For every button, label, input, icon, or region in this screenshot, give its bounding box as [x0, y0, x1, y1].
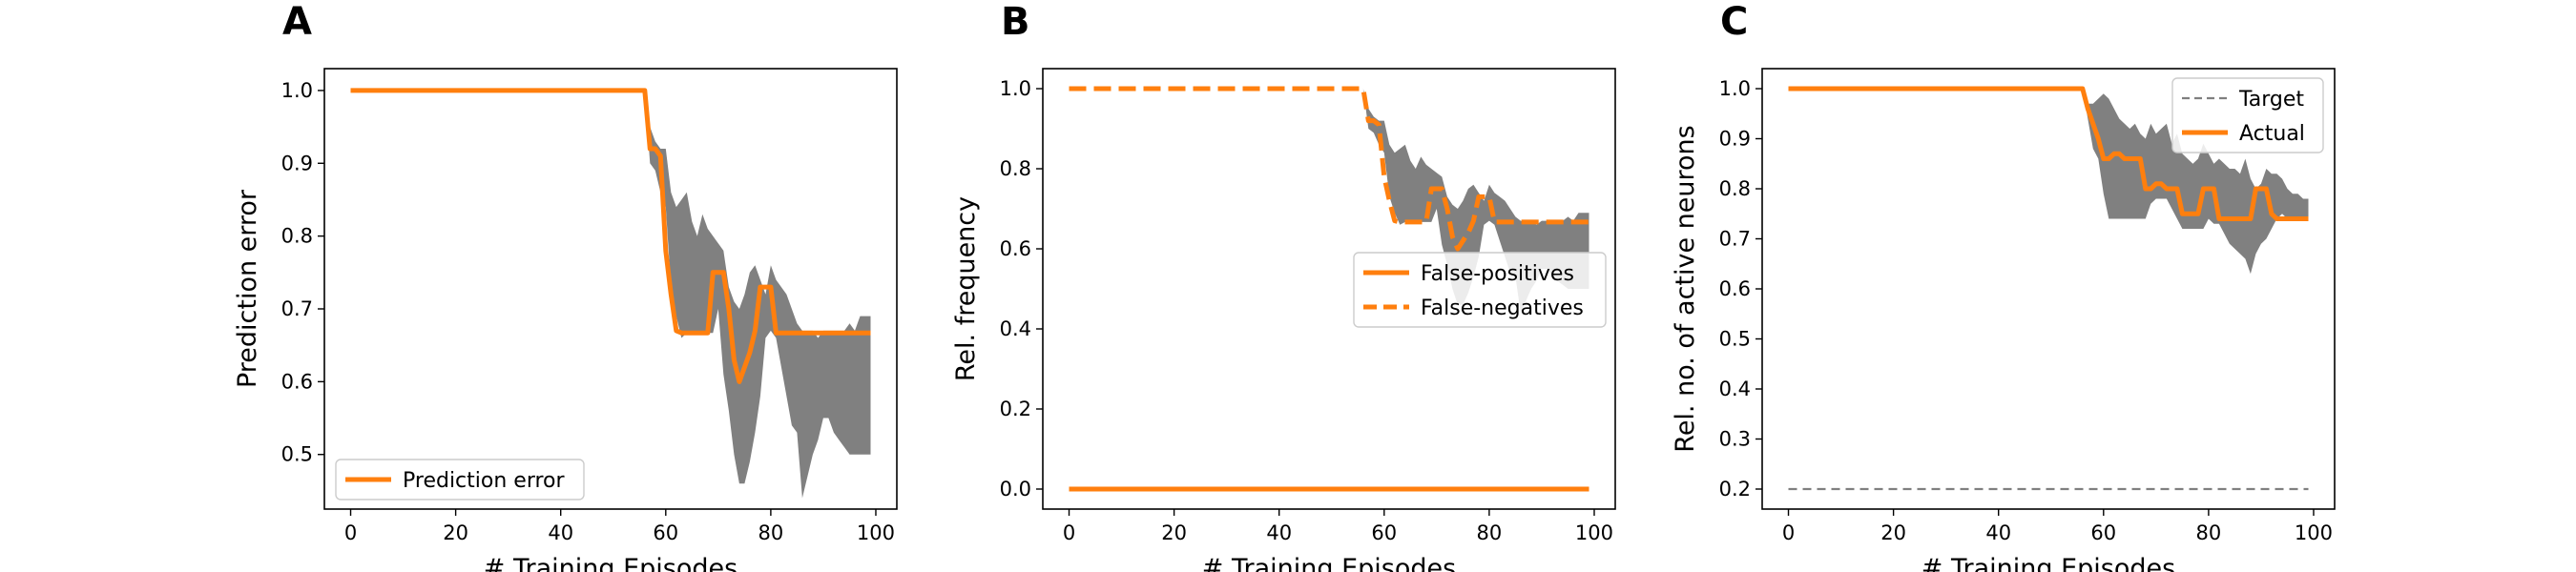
y-tick-label: 0.3: [1719, 428, 1751, 451]
range-band: [2082, 89, 2309, 275]
x-tick-label: 80: [1477, 521, 1503, 544]
y-tick-label: 0.5: [281, 443, 313, 466]
y-tick-label: 0.0: [1000, 478, 1031, 500]
y-tick-label: 0.7: [281, 297, 313, 320]
x-tick-label: 80: [2196, 521, 2222, 544]
y-tick-label: 0.8: [1000, 157, 1031, 180]
legend-label: Prediction error: [403, 469, 565, 493]
legend-label: Target: [2238, 88, 2304, 112]
panel-letter: C: [1720, 0, 1748, 44]
y-tick-label: 0.5: [1719, 328, 1751, 351]
y-axis-label: Prediction error: [233, 189, 262, 388]
y-tick-label: 0.4: [1719, 378, 1751, 400]
y-tick-label: 0.6: [1719, 277, 1751, 300]
x-tick-label: 20: [1880, 521, 1906, 544]
y-tick-label: 0.9: [281, 152, 313, 174]
x-tick-label: 0: [1063, 521, 1075, 544]
legend-box: [1353, 252, 1607, 328]
series-line-prediction-error: [350, 88, 871, 384]
plot-frame: [1042, 68, 1616, 510]
x-axis-label: # Training Episodes: [1922, 554, 2175, 572]
x-tick-label: 20: [443, 521, 468, 544]
panel-b: B 0 20 40 60 80 100 0.0 0.2 0.4 0.6 0.8 1.0 # Trainin…: [951, 0, 1616, 572]
x-tick-label: 40: [1266, 521, 1292, 544]
x-tick-label: 100: [1575, 521, 1613, 544]
legend-box: [335, 459, 585, 500]
y-tick-label: 0.8: [1719, 177, 1751, 200]
x-tick-label: 100: [857, 521, 895, 544]
x-tick-label: 0: [1782, 521, 1795, 544]
panel-letter: B: [1001, 0, 1030, 44]
x-tick-label: 20: [1161, 521, 1187, 544]
legend: False-positives False-negatives: [1353, 252, 1607, 328]
x-tick-label: 100: [2295, 521, 2333, 544]
series-line-false-negatives: [1069, 86, 1589, 252]
x-tick-label: 0: [344, 521, 357, 544]
legend-label: False-negatives: [1421, 296, 1584, 320]
y-tick-label: 0.8: [281, 225, 313, 248]
legend-label: False-positives: [1421, 262, 1574, 286]
legend: Prediction error: [335, 459, 585, 500]
panel-c: C 0 20 40 60 80 100 0.2 0.3 0.4 0.5 0.6 0.7 0.8 0.9 1.0…: [1671, 0, 2336, 572]
y-tick-label: 0.6: [1000, 237, 1031, 260]
panel-letter: A: [282, 0, 312, 44]
y-axis-label: Rel. frequency: [951, 196, 981, 381]
x-tick-label: 80: [758, 521, 784, 544]
x-tick-label: 60: [2090, 521, 2116, 544]
x-tick-label: 40: [548, 521, 573, 544]
panel-a: A 0 20 40 60 80 100 0.5 0.6 0.7 0.8 0.9 1.0 # Trainin…: [233, 0, 898, 572]
plot-frame: [323, 68, 898, 510]
y-tick-label: 0.4: [1000, 317, 1031, 340]
x-tick-label: 40: [1985, 521, 2011, 544]
series-line-actual: [1788, 86, 2309, 221]
y-tick-label: 0.9: [1719, 128, 1751, 151]
y-axis-label: Rel. no. of active neurons: [1671, 125, 1700, 452]
y-tick-label: 1.0: [281, 79, 313, 102]
x-tick-label: 60: [653, 521, 678, 544]
y-tick-label: 1.0: [1000, 77, 1031, 100]
x-tick-label: 60: [1371, 521, 1397, 544]
y-tick-label: 0.2: [1719, 478, 1751, 500]
x-axis-label: # Training Episodes: [1202, 554, 1456, 572]
legend: Target Actual: [2171, 77, 2324, 153]
legend-label: Actual: [2239, 122, 2305, 146]
x-axis-label: # Training Episodes: [484, 554, 737, 572]
y-tick-label: 0.6: [281, 370, 313, 393]
y-tick-label: 1.0: [1719, 77, 1751, 100]
y-tick-label: 0.7: [1719, 228, 1751, 251]
y-tick-label: 0.2: [1000, 398, 1031, 420]
